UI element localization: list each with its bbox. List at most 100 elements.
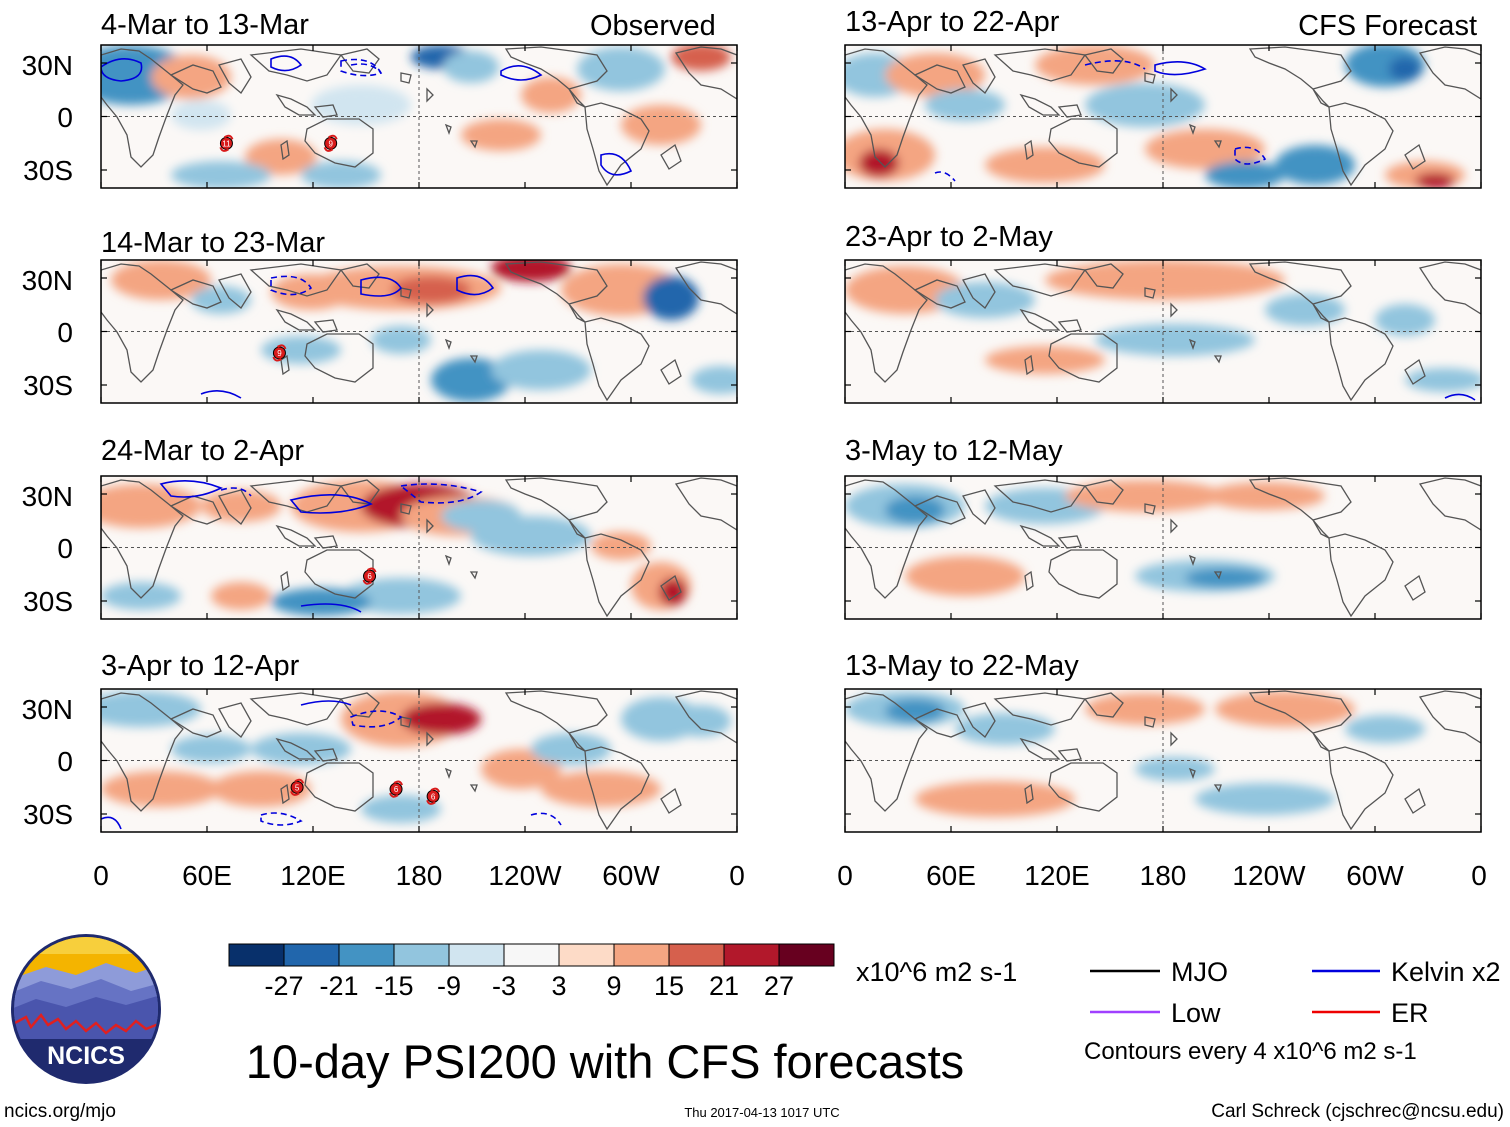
coastline	[962, 702, 996, 738]
anomaly-blob	[101, 582, 181, 610]
map-field: 6	[100, 475, 738, 620]
anomaly-blob	[391, 276, 471, 304]
coastline	[101, 48, 184, 168]
map-field	[844, 688, 1482, 833]
coastline	[444, 767, 452, 779]
contour-interval-note: Contours every 4 x10^6 m2 s-1	[1084, 1038, 1417, 1065]
coastline	[1083, 48, 1124, 74]
coastline	[280, 139, 290, 161]
coastline	[1170, 87, 1178, 103]
coastline	[1188, 123, 1196, 135]
kelvin-contour	[1234, 146, 1267, 165]
coastline	[1083, 263, 1124, 289]
anomaly-blob	[643, 276, 699, 320]
colorbar-tick-label: 15	[654, 971, 684, 1001]
anomaly-blob	[261, 336, 341, 364]
coastline	[304, 118, 374, 168]
forecast-panel-3: 3-May to 12-May	[844, 435, 1482, 620]
colorbar-swatch	[778, 943, 835, 967]
anomaly-blob	[1345, 715, 1425, 743]
lon-label: 0	[837, 860, 853, 891]
coastline	[993, 48, 1087, 82]
kelvin-contour	[289, 494, 373, 514]
coastline	[674, 261, 737, 315]
anomaly-blob	[1145, 129, 1265, 169]
panel-period-label: 23-Apr to 2-May	[845, 221, 1053, 253]
anomaly-blob	[1065, 480, 1225, 512]
anomaly-blob	[985, 346, 1105, 374]
coastline	[1024, 570, 1034, 592]
coastline	[1019, 737, 1061, 760]
coastline	[1418, 690, 1481, 744]
latitude-labels: 30N 0 30S 30N 0 30S 30N 0 30S 30N 0 30S	[22, 50, 73, 830]
coastline	[444, 338, 452, 350]
coastline	[400, 503, 412, 515]
anomaly-blob	[1085, 693, 1205, 725]
coastline	[1213, 571, 1222, 580]
kelvin-contour	[500, 65, 543, 81]
coastlines	[845, 261, 1481, 402]
coastline	[1048, 762, 1118, 812]
anomaly-blob	[431, 358, 511, 402]
anomaly-blob	[1135, 757, 1215, 781]
coastline	[400, 287, 412, 299]
anomaly-blob	[1275, 145, 1355, 185]
lon-label: 0	[729, 860, 745, 891]
coastline	[845, 263, 928, 383]
lon-label: 120W	[488, 860, 562, 891]
map-layer	[845, 45, 1481, 188]
lon-label: 120E	[280, 860, 345, 891]
kelvin-contour	[600, 152, 633, 176]
lon-label: 60E	[182, 860, 232, 891]
forecast-header: CFS Forecast	[1298, 10, 1477, 42]
coastlines	[101, 690, 737, 831]
anomaly-blob	[1205, 161, 1285, 188]
lat-label: 30S	[23, 586, 73, 617]
colorbar-tick-label: -21	[319, 971, 358, 1001]
ncics-logo: NCICS	[11, 934, 161, 1084]
anomaly-field	[845, 45, 1465, 188]
coastline	[1170, 302, 1178, 318]
coastline	[1048, 333, 1118, 383]
kelvin-contour	[260, 812, 303, 826]
anomaly-blob	[471, 516, 591, 556]
colorbar: -27 -21 -15 -9 -3 3 9 15 21 27	[228, 943, 835, 1001]
lat-label: 30N	[22, 694, 73, 725]
coastline	[1019, 93, 1061, 116]
kelvin-contour	[1084, 60, 1146, 70]
coastline	[1188, 554, 1196, 566]
coastline	[674, 690, 737, 744]
lat-label: 30N	[22, 481, 73, 512]
lon-label: 180	[1140, 860, 1187, 891]
lon-label: 120E	[1024, 860, 1089, 891]
footer-timestamp: Thu 2017-04-13 1017 UTC	[684, 1105, 839, 1120]
anomaly-blob	[1095, 324, 1255, 356]
observed-panel-3: 24-Mar to 2-Apr 6	[100, 435, 738, 620]
anomaly-blob	[691, 366, 737, 394]
coastline	[339, 692, 380, 718]
coastlines	[101, 261, 737, 402]
longitude-labels-right: 0 60E 120E 180 120W 60W 0	[837, 860, 1487, 891]
anomaly-blob	[531, 733, 611, 765]
colorbar-swatch	[338, 943, 395, 967]
coastline	[584, 533, 650, 618]
anomaly-blob	[859, 149, 899, 177]
coastline	[504, 261, 608, 305]
kelvin-contour	[1444, 393, 1476, 401]
coastline	[169, 279, 222, 309]
coastline	[1248, 690, 1352, 734]
legend-label-low: Low	[1171, 998, 1221, 1028]
coastline	[1418, 46, 1481, 100]
anomaly-blob	[885, 53, 985, 97]
coastline	[913, 495, 966, 525]
lon-label: 0	[1471, 860, 1487, 891]
anomaly-blob	[671, 45, 731, 71]
panel-period-label: 4-Mar to 13-Mar	[101, 9, 309, 41]
anomaly-blob	[191, 286, 251, 314]
lat-label: 30N	[22, 265, 73, 296]
anomaly-blob	[1375, 304, 1435, 336]
coastline	[1328, 533, 1394, 618]
map-field: 9	[100, 259, 738, 404]
kelvin-contour	[101, 816, 122, 830]
coastline	[1418, 261, 1481, 315]
